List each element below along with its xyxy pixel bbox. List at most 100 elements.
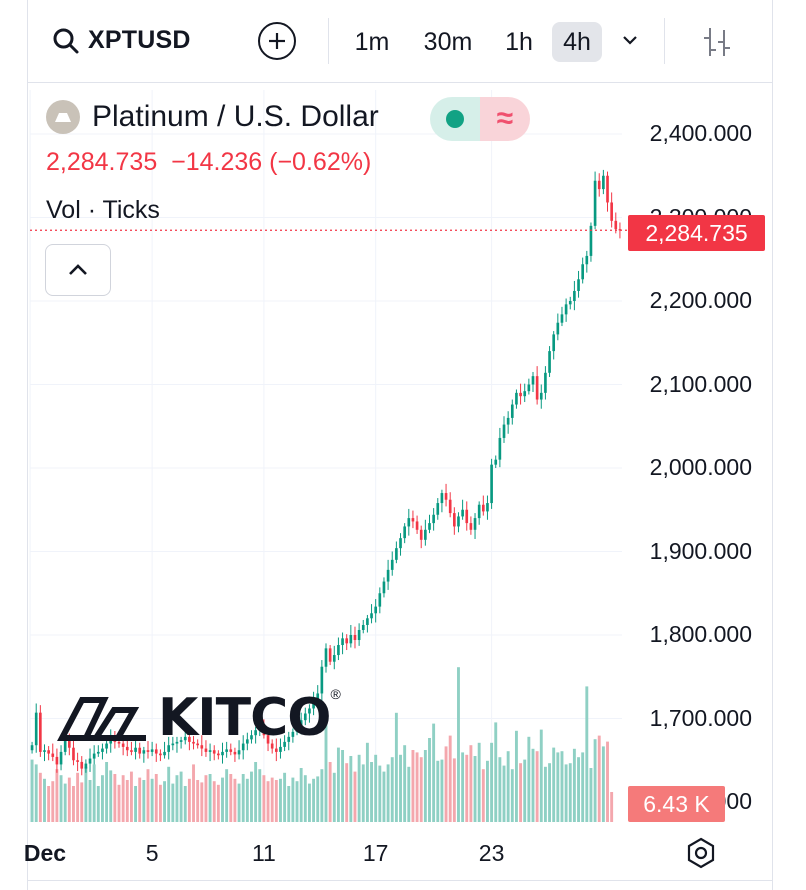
candle-body (577, 279, 580, 291)
settings-icon[interactable] (684, 836, 718, 870)
candle-body (457, 516, 460, 527)
market-open-indicator (430, 97, 480, 141)
market-status-pill[interactable]: ≈ (430, 97, 530, 141)
volume-bar (452, 758, 456, 822)
candle-body (469, 523, 473, 530)
candle-body (461, 509, 464, 517)
candle-body (320, 666, 324, 694)
volume-bar (208, 774, 212, 822)
volume-bar (415, 752, 419, 822)
candle-body (175, 741, 179, 744)
candle-body (519, 392, 522, 397)
volume-bar (510, 769, 514, 822)
volume-bar (498, 757, 502, 822)
candle-body (295, 726, 299, 732)
legend-title[interactable]: Platinum / U.S. Dollar (46, 100, 379, 134)
candle-body (204, 748, 208, 752)
timeframe-1m[interactable]: 1m (354, 28, 390, 56)
volume-bar (581, 752, 585, 822)
volume-bar (307, 783, 311, 822)
status-dot-icon (446, 110, 464, 128)
candle-body (270, 743, 274, 749)
volume-bar (560, 751, 564, 822)
chart-type-icon[interactable] (700, 24, 736, 60)
volume-bar (229, 774, 233, 822)
timeframe-30m[interactable]: 30m (423, 28, 473, 56)
candle-body (378, 593, 382, 607)
candle-body (34, 712, 38, 746)
price-change: −14.236 (−0.62%) (171, 148, 372, 176)
candle-body (233, 751, 237, 755)
symbol-search[interactable]: XPTUSD (52, 26, 191, 55)
candle-body (527, 384, 531, 392)
volume-bar (527, 736, 531, 822)
candle-body (303, 713, 307, 721)
volume-bar (610, 792, 614, 822)
volume-bar (341, 750, 345, 822)
candle-body (188, 736, 191, 742)
add-symbol-button[interactable] (258, 22, 296, 60)
time-axis-label: 23 (478, 840, 505, 866)
candle-body (217, 753, 220, 756)
time-axis-label: 5 (145, 840, 159, 866)
volume-bar (125, 780, 129, 822)
volume-bar (129, 771, 133, 822)
volume-bar (100, 775, 104, 822)
volume-bar (593, 739, 597, 822)
volume-bar (539, 729, 543, 822)
volume-bar (245, 778, 249, 822)
candle-body (523, 391, 527, 397)
price-axis-label: 2,400.000 (649, 120, 752, 146)
candle-body (407, 518, 411, 527)
candle-body (332, 655, 336, 662)
candle-body (618, 229, 622, 231)
candle-body (299, 720, 303, 727)
instrument-name: Platinum / U.S. Dollar (92, 100, 379, 133)
volume-bar (523, 759, 527, 822)
volume-bar (473, 756, 477, 822)
volume-bar (179, 771, 183, 822)
candle-body (419, 529, 423, 540)
candle-body (614, 220, 618, 230)
timeframe-4h[interactable]: 4h (552, 22, 602, 62)
candle-body (312, 701, 315, 709)
volume-indicator-label[interactable]: Vol · Ticks (46, 196, 160, 224)
candle-body (262, 726, 266, 736)
volume-bar (221, 777, 224, 822)
volume-bar (55, 769, 59, 822)
candle-body (552, 334, 556, 352)
chevron-down-icon[interactable] (620, 30, 640, 50)
volume-bar (312, 778, 316, 822)
volume-bar (486, 760, 489, 822)
volume-bar (266, 781, 270, 822)
volume-bar (328, 762, 332, 822)
volume-bar (84, 766, 88, 822)
volume-bar (51, 781, 55, 822)
timeframe-1h[interactable]: 1h (505, 28, 533, 56)
candle-body (506, 417, 510, 425)
candle-body (237, 750, 241, 755)
collapse-legend-button[interactable] (45, 244, 111, 296)
volume-bar (142, 780, 146, 822)
volume-bar (241, 774, 245, 822)
candle-body (316, 693, 320, 702)
volume-bar (212, 781, 216, 822)
candle-body (208, 750, 212, 752)
volume-bar (196, 780, 200, 822)
kitco-bars-logo-icon (57, 697, 146, 741)
volume-bar (225, 769, 229, 822)
volume-bar (274, 780, 278, 822)
candle-body (101, 748, 104, 752)
candle-body (59, 751, 63, 765)
candle-body (486, 503, 489, 512)
candle-body (386, 569, 390, 582)
candle-body (477, 504, 481, 519)
volume-bar (270, 777, 274, 822)
candle-body (225, 749, 228, 752)
candle-body (39, 712, 42, 752)
volume-bar (477, 742, 481, 822)
candle-body (548, 351, 551, 373)
candle-body (498, 437, 502, 460)
candle-body (473, 518, 477, 530)
